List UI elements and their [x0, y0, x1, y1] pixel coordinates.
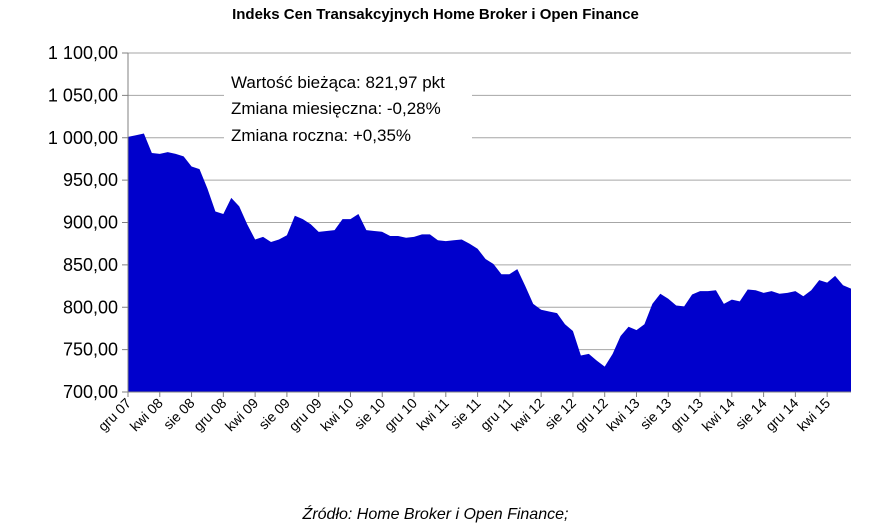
x-tick-label: sie 11	[447, 395, 484, 432]
y-tick-label: 800,00	[63, 297, 118, 317]
x-tick-label: kwi 08	[127, 395, 167, 435]
x-tick-label: sie 12	[541, 395, 579, 433]
x-tick-label: kwi 13	[603, 395, 643, 435]
x-tick-label: gru 11	[477, 395, 516, 434]
y-tick-label: 700,00	[63, 382, 118, 402]
y-tick-label: 900,00	[63, 213, 118, 233]
y-tick-label: 850,00	[63, 255, 118, 275]
chart-title: Indeks Cen Transakcyjnych Home Broker i …	[232, 6, 639, 23]
x-tick-label: kwi 10	[317, 395, 357, 435]
x-tick-label: gru 08	[190, 395, 230, 435]
annotation-monthly-change: Zmiana miesięczna: -0,28%	[231, 99, 441, 118]
y-axis-ticks: 700,00 750,00 800,00 850,00 900,00 950,00 1 00…	[48, 43, 128, 402]
area-fill	[128, 133, 851, 392]
x-tick-label: gru 10	[381, 395, 421, 435]
x-tick-label: kwi 12	[508, 395, 548, 435]
x-tick-label: kwi 15	[794, 395, 834, 435]
source-note: Źródło: Home Broker i Open Finance;	[302, 506, 569, 523]
x-tick-label: gru 14	[762, 395, 802, 435]
x-tick-label: gru 09	[285, 395, 325, 435]
x-tick-label: sie 14	[732, 395, 770, 433]
x-tick-label: sie 09	[255, 395, 293, 433]
x-tick-label: sie 08	[160, 395, 198, 433]
x-tick-label: gru 13	[667, 395, 707, 435]
x-tick-label: kwi 14	[699, 395, 739, 435]
x-tick-label: sie 10	[351, 395, 389, 433]
annotation-box	[224, 63, 472, 151]
x-tick-label: sie 13	[637, 395, 675, 433]
y-tick-label: 1 000,00	[48, 128, 118, 148]
annotations: Wartość bieżąca: 821,97 pkt Zmiana miesi…	[224, 63, 472, 151]
series-area	[128, 133, 851, 392]
y-tick-label: 1 050,00	[48, 85, 118, 105]
x-tick-label: kwi 11	[413, 395, 452, 434]
y-tick-label: 1 100,00	[48, 43, 118, 63]
x-tick-label: kwi 09	[222, 395, 262, 435]
annotation-yearly-change: Zmiana roczna: +0,35%	[231, 126, 411, 145]
y-tick-label: 950,00	[63, 170, 118, 190]
x-tick-label: gru 12	[571, 395, 611, 435]
annotation-current-value: Wartość bieżąca: 821,97 pkt	[231, 73, 445, 92]
y-tick-label: 750,00	[63, 340, 118, 360]
